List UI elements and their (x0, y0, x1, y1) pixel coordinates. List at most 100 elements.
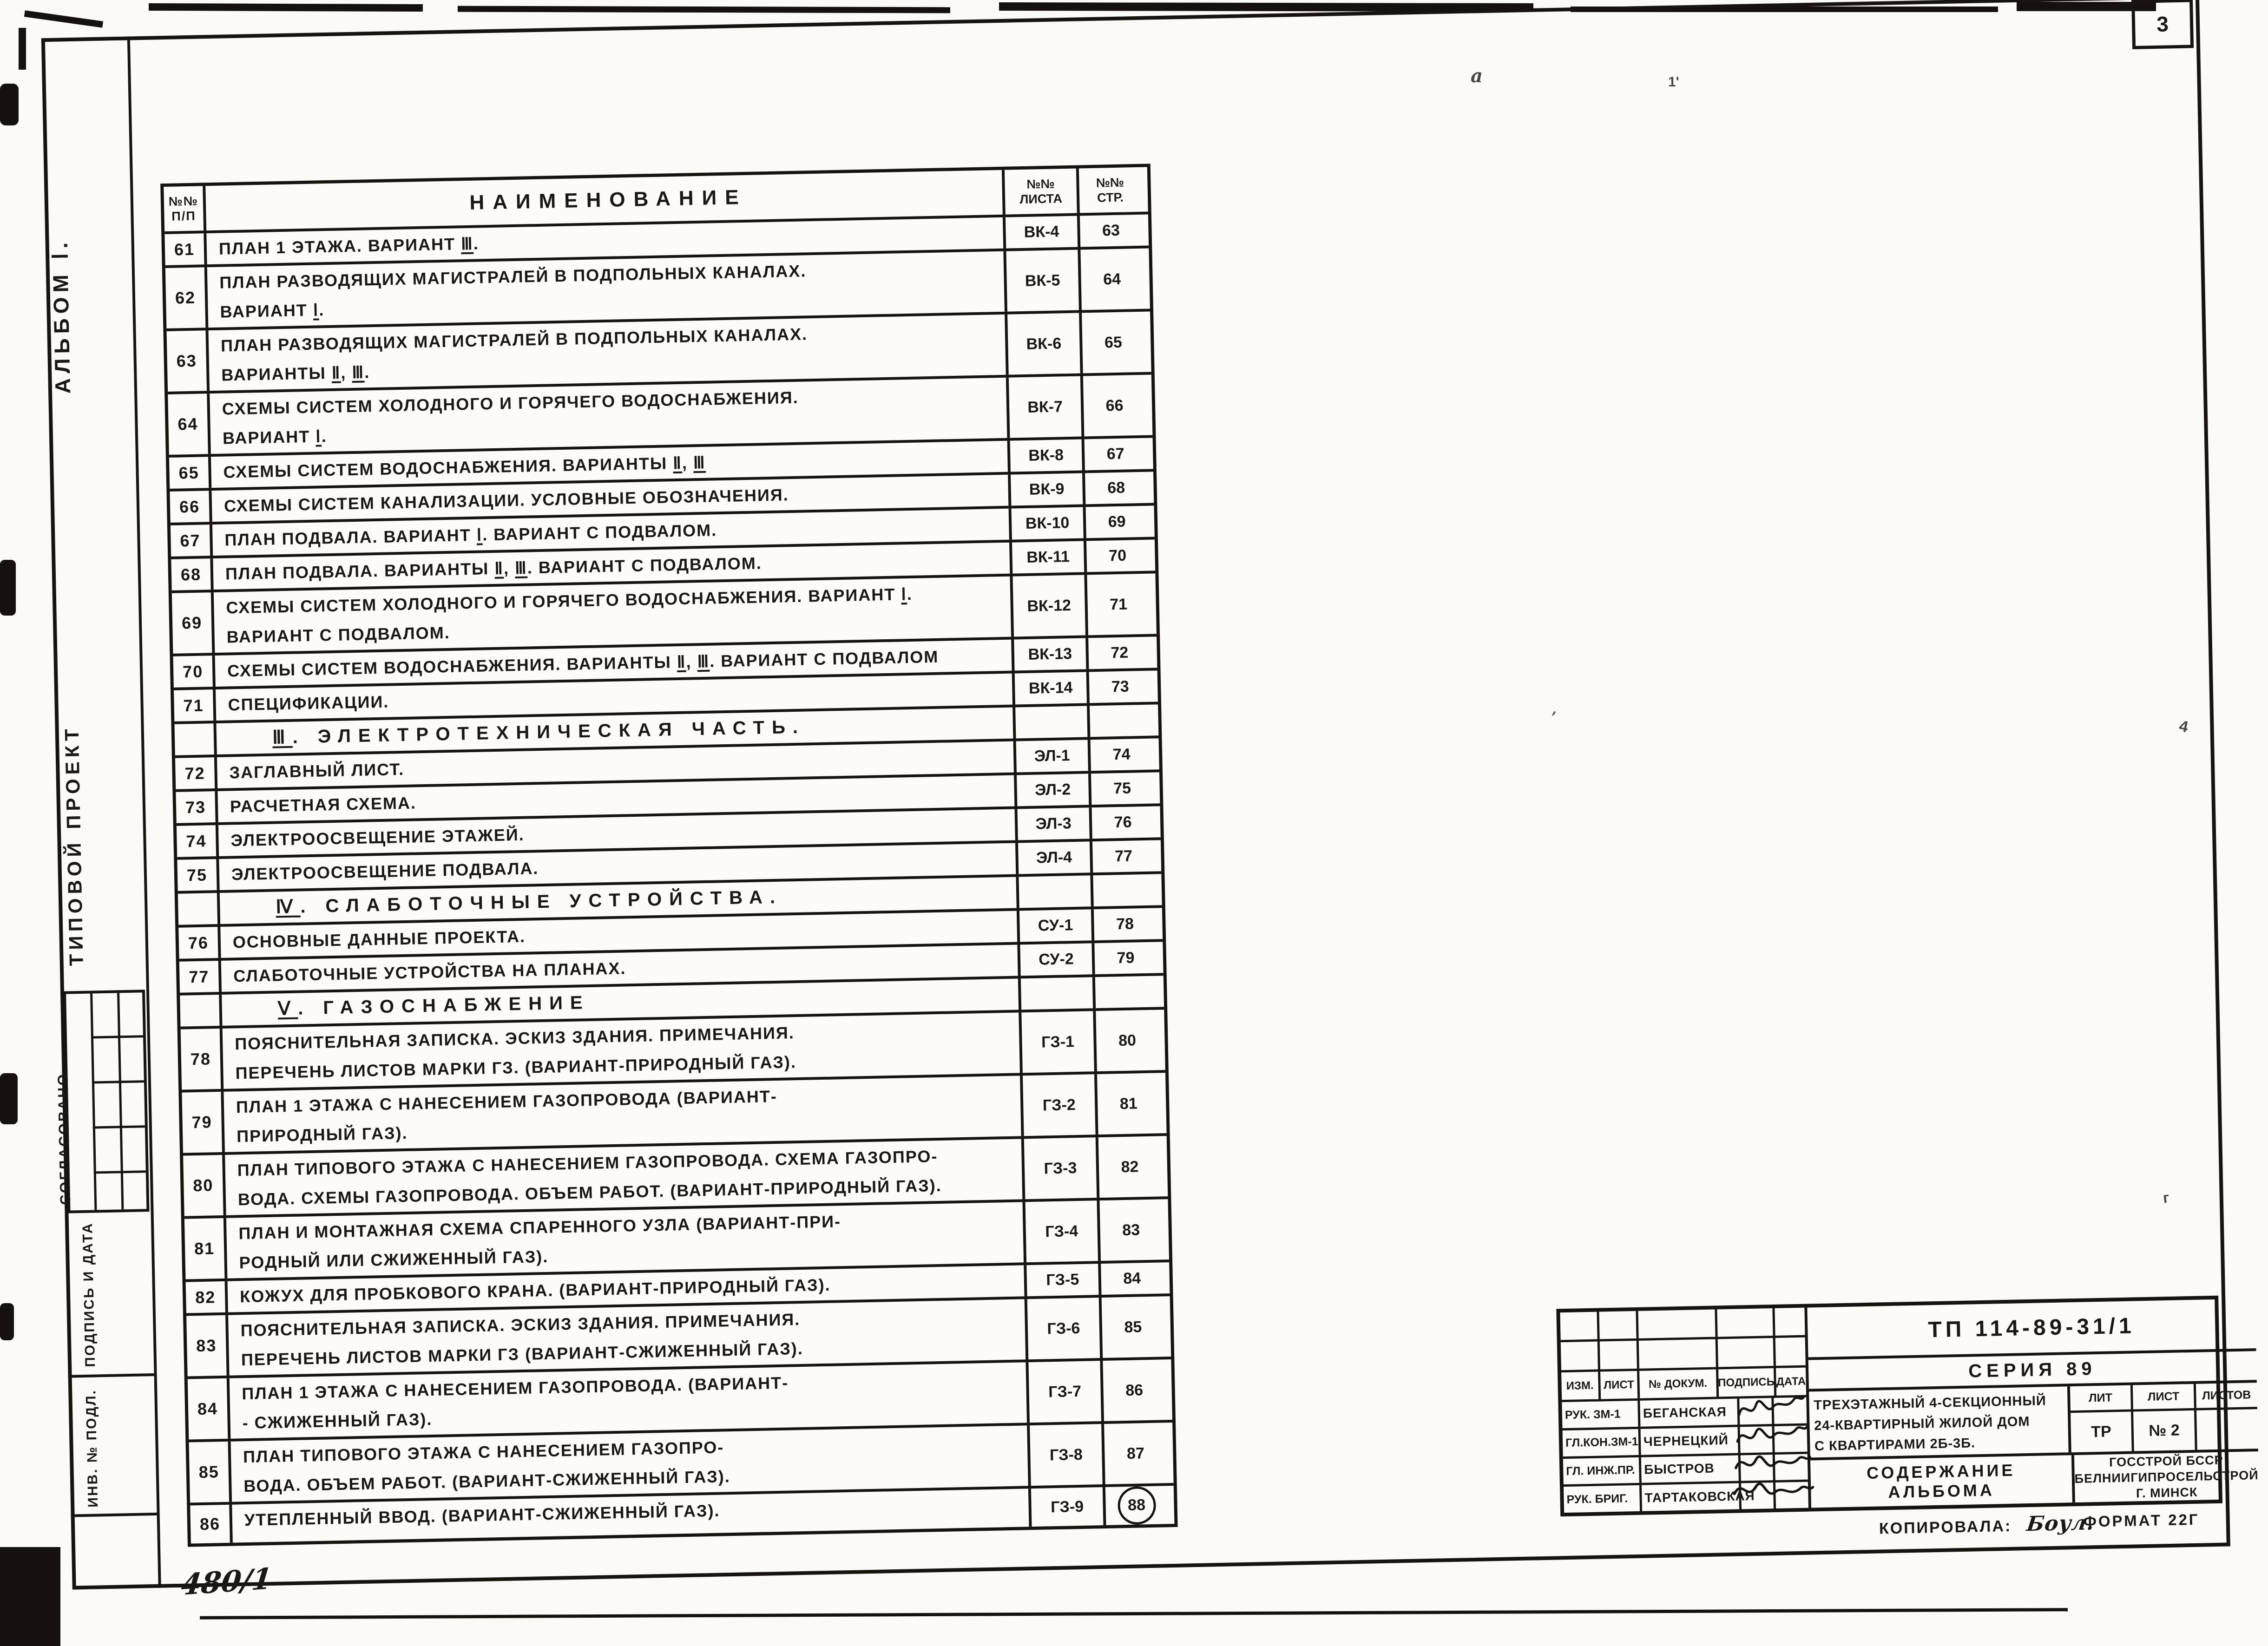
scan-noise (0, 1073, 18, 1124)
signer-role: Гл.кон.ЗМ-1 (1562, 1429, 1641, 1456)
scan-noise (148, 3, 423, 12)
stray-mark: 1' (1668, 74, 1679, 90)
revision-empty-row (1560, 1307, 1805, 1343)
agreed-stamp-label: Согласовано (54, 1072, 74, 1206)
row-page-number: 67 (1106, 445, 1124, 463)
signer-rows: Рук. ЗМ-1 Беганская Гл.кон.ЗМ-1 Чернецки… (1562, 1396, 1814, 1513)
row-page-number: 76 (1114, 813, 1132, 832)
signature (1738, 1396, 1805, 1425)
index-table-body: 61 План 1 этажа. Вариант Ⅲ. ВК-4 63 62 П… (164, 214, 1174, 1544)
row-sheet-mark: ВК-7 (1008, 376, 1085, 438)
row-number: 82 (185, 1281, 228, 1313)
row-page-number: 74 (1112, 745, 1131, 764)
row-sheet-mark: ВК-5 (1006, 249, 1082, 312)
header-sheet: №№ листа (1004, 168, 1080, 215)
lit-list-listov: Лит Лист Листов ТР № 2 (2070, 1383, 2258, 1453)
page-number: 3 (2156, 12, 2169, 36)
sheets-header: Листов (2202, 1388, 2251, 1403)
copied-by-label: Копировала: (1879, 1517, 2012, 1538)
title-block: Изм. Лист № докум. Подпись Дата Рук. ЗМ-1 Бе… (1556, 1295, 2259, 1517)
row-number: 62 (165, 267, 209, 328)
row-number: 78 (180, 1028, 224, 1090)
signature-squiggle (1733, 1482, 1814, 1495)
row-page-number: 66 (1105, 396, 1124, 414)
signer-row: Гл. инж.пр. Быстров (1563, 1454, 1811, 1487)
row-sheet-mark: СУ-1 (1019, 909, 1095, 942)
row-sheet-mark (1019, 875, 1094, 908)
inventory-label: Инв. № подл. (83, 1389, 101, 1508)
row-number: 65 (169, 457, 212, 489)
row-sheet-mark: ГЗ-6 (1027, 1298, 1103, 1360)
scan-noise (1571, 7, 1998, 12)
scan-noise (0, 1303, 14, 1340)
row-page-number: 88 (1105, 1486, 1168, 1525)
row-page-number: 81 (1119, 1094, 1138, 1113)
signature (1734, 1454, 1811, 1481)
scan-noise (457, 6, 951, 13)
row-page-number: 64 (1103, 270, 1121, 289)
row-page-number: 82 (1121, 1157, 1139, 1176)
row-sheet-mark: ГЗ-5 (1026, 1264, 1102, 1297)
content-title: Содержание альбома (1810, 1455, 2075, 1508)
signature-squiggle (1734, 1455, 1811, 1469)
row-sheet-mark: ГЗ-3 (1024, 1137, 1100, 1200)
row-sheet-mark (1015, 706, 1091, 739)
row-page-number: 70 (1108, 546, 1127, 565)
row-page-number: 83 (1122, 1220, 1140, 1239)
scan-noise (0, 1547, 60, 1646)
row-page-number: 65 (1104, 333, 1123, 351)
signature-squiggle (1738, 1396, 1805, 1416)
row-number: 61 (164, 233, 207, 266)
sheet-value: № 2 (2133, 1410, 2197, 1451)
row-number: 68 (171, 558, 214, 590)
sheet: 3 Альбом Ⅰ. Типовой проект Согласовано П… (41, 0, 2259, 1590)
row-sheet-mark: ВК-10 (1011, 507, 1086, 540)
contents-table: №№ п/п Наименование №№ листа №№ стр. 61 … (160, 164, 1178, 1547)
row-page-number: 77 (1114, 847, 1133, 866)
scan-noise (0, 560, 16, 616)
row-sheet-mark: ВК-6 (1007, 313, 1083, 375)
row-sheet-mark: ГЗ-4 (1025, 1200, 1101, 1263)
row-page-number (1095, 976, 1157, 1008)
agreed-stamp-box: Согласовано (54, 990, 150, 1213)
row-number (180, 994, 223, 1027)
row-sheet-mark: ЭЛ-2 (1017, 774, 1092, 807)
row-sheet-mark: ВК-14 (1014, 672, 1090, 705)
row-number: 72 (175, 757, 218, 789)
stamp-grid-line (91, 1035, 144, 1039)
document-number: ТП 114-89-31/1 (1807, 1298, 2256, 1360)
signer-name: Чернецкий (1640, 1427, 1741, 1455)
row-page-number: 86 (1125, 1381, 1144, 1399)
header-num: №№ п/п (164, 186, 207, 232)
row-sheet-mark: ГЗ-8 (1030, 1423, 1105, 1486)
revision-header-cell: Изм. (1561, 1371, 1601, 1400)
revision-header-cell: № докум. (1639, 1369, 1719, 1399)
row-sheet-mark: ЭЛ-3 (1017, 807, 1092, 840)
row-page-number: 87 (1126, 1444, 1145, 1462)
circled-page-number: 88 (1117, 1486, 1156, 1525)
row-page-number: 85 (1124, 1318, 1142, 1336)
format-label: Формат 22Г (2083, 1510, 2200, 1530)
revision-header-cell: Лист (1600, 1371, 1640, 1399)
row-number: 81 (184, 1218, 228, 1279)
signature (1736, 1425, 1808, 1453)
row-page-number: 71 (1109, 595, 1128, 613)
row-page-number (1093, 874, 1155, 907)
row-number: 79 (182, 1091, 225, 1153)
row-number: 71 (174, 689, 217, 721)
row-page-number: 72 (1110, 643, 1129, 662)
lit-value: ТР (2070, 1411, 2135, 1453)
row-sheet-mark: ВК-13 (1014, 638, 1089, 671)
copied-by: Копировала: Боул. (1879, 1511, 2096, 1539)
row-number: 74 (176, 825, 219, 857)
row-page-number: 73 (1111, 677, 1130, 696)
row-page-number: 80 (1118, 1031, 1137, 1049)
row-page-number: 79 (1117, 949, 1135, 967)
stray-mark: а (1471, 65, 1483, 87)
row-number: 83 (186, 1315, 230, 1377)
signer-role: Рук. ЗМ-1 (1562, 1401, 1641, 1429)
row-sheet-mark: ВК-12 (1012, 575, 1089, 637)
row-sheet-mark: ВК-11 (1012, 541, 1087, 574)
title-block-right: ТП 114-89-31/1 Серия 89 Трехэтажный 4-се… (1807, 1298, 2259, 1508)
